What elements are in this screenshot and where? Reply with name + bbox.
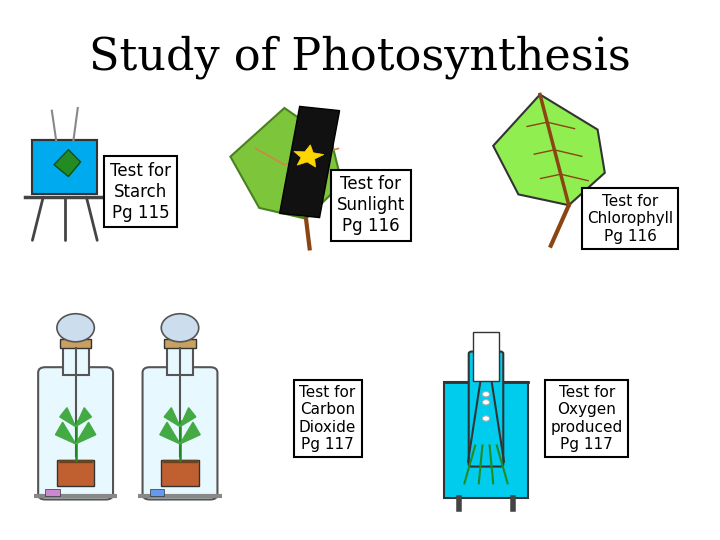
Polygon shape bbox=[493, 94, 605, 205]
FancyBboxPatch shape bbox=[150, 489, 164, 496]
FancyBboxPatch shape bbox=[143, 367, 217, 500]
Polygon shape bbox=[164, 408, 180, 427]
Polygon shape bbox=[230, 108, 342, 219]
FancyBboxPatch shape bbox=[32, 140, 97, 194]
Polygon shape bbox=[279, 106, 340, 218]
Circle shape bbox=[482, 400, 490, 405]
Circle shape bbox=[161, 314, 199, 342]
Text: Test for
Starch
Pg 115: Test for Starch Pg 115 bbox=[110, 162, 171, 221]
Polygon shape bbox=[59, 460, 92, 462]
Polygon shape bbox=[160, 422, 180, 444]
Polygon shape bbox=[55, 422, 76, 444]
Polygon shape bbox=[294, 145, 324, 167]
FancyBboxPatch shape bbox=[45, 489, 60, 496]
FancyBboxPatch shape bbox=[38, 367, 113, 500]
Text: Test for
Carbon
Dioxide
Pg 117: Test for Carbon Dioxide Pg 117 bbox=[299, 385, 356, 452]
FancyBboxPatch shape bbox=[473, 332, 499, 381]
Polygon shape bbox=[76, 422, 96, 444]
Polygon shape bbox=[76, 408, 91, 427]
Polygon shape bbox=[180, 408, 196, 427]
Polygon shape bbox=[180, 422, 200, 444]
Polygon shape bbox=[60, 408, 76, 427]
Text: Test for
Oxygen
produced
Pg 117: Test for Oxygen produced Pg 117 bbox=[551, 385, 623, 452]
Text: Study of Photosynthesis: Study of Photosynthesis bbox=[89, 35, 631, 79]
FancyBboxPatch shape bbox=[164, 339, 196, 348]
FancyBboxPatch shape bbox=[161, 460, 199, 486]
Text: Test for
Sunlight
Pg 116: Test for Sunlight Pg 116 bbox=[337, 176, 405, 235]
FancyBboxPatch shape bbox=[60, 339, 91, 348]
Circle shape bbox=[482, 392, 490, 397]
FancyBboxPatch shape bbox=[63, 346, 89, 375]
FancyBboxPatch shape bbox=[469, 352, 503, 467]
Circle shape bbox=[482, 416, 490, 421]
FancyBboxPatch shape bbox=[57, 460, 94, 486]
Text: Test for
Chlorophyll
Pg 116: Test for Chlorophyll Pg 116 bbox=[587, 194, 673, 244]
Polygon shape bbox=[163, 460, 197, 462]
FancyBboxPatch shape bbox=[167, 346, 193, 375]
Circle shape bbox=[57, 314, 94, 342]
FancyBboxPatch shape bbox=[444, 382, 528, 498]
Polygon shape bbox=[54, 150, 81, 177]
